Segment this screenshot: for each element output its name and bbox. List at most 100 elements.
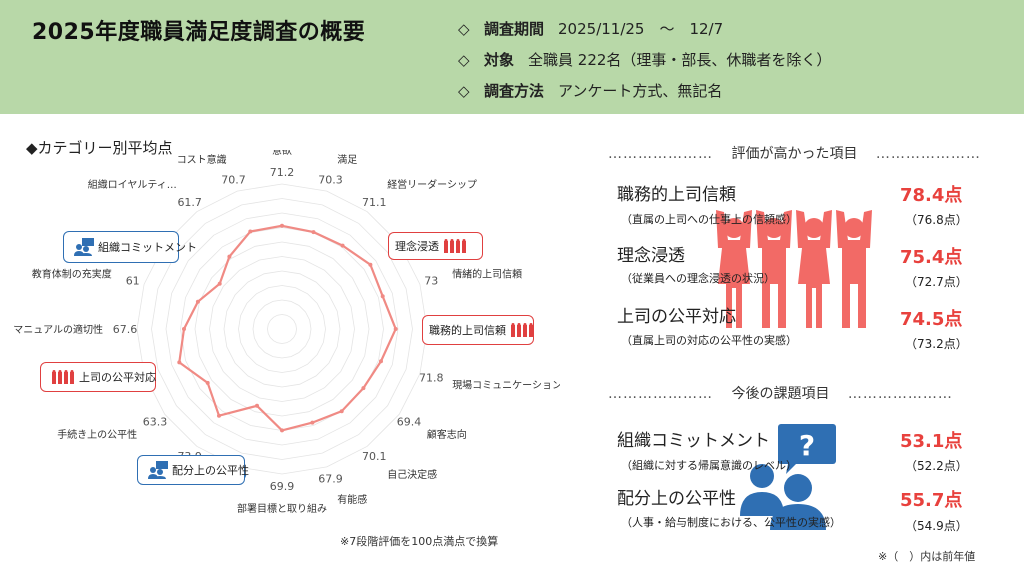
callout-label: 職務的上司信頼 [429, 324, 506, 337]
radar-point [280, 428, 284, 433]
high-panel-title: ………………… 評価が高かった項目 ………………… [608, 143, 981, 163]
celebrating-people-icon [716, 210, 872, 328]
low-item-name: 配分上の公平性 [617, 489, 736, 509]
radar-category-label: 教育体制の充実度 [32, 268, 112, 281]
radar-point [361, 386, 366, 391]
high-item-score: 78.4点 [900, 185, 963, 206]
diamond-icon: ◇ [458, 82, 470, 100]
radar-category-label: 経営リーダーシップ [387, 178, 477, 191]
question-people-icon [74, 238, 94, 256]
radar-category-label: 満足 [337, 154, 357, 166]
radar-point [340, 243, 345, 248]
low-item-prev: （54.9点） [905, 519, 968, 533]
radar-value-label: 61.7 [177, 196, 202, 209]
high-item-score: 74.5点 [900, 309, 963, 330]
low-item-score: 53.1点 [900, 431, 963, 452]
radar-point [310, 420, 315, 425]
low-item-score: 55.7点 [900, 490, 963, 511]
radar-point [217, 281, 222, 286]
info-value: 2025/11/25 ～ 12/7 [558, 20, 724, 38]
radar-point [227, 254, 232, 259]
dotted-leader: ………………… [847, 386, 953, 402]
question-people-icon [148, 461, 168, 479]
radar-category-label: 部署目標と取り組み [237, 502, 327, 515]
radar-value-label: 61 [126, 275, 140, 288]
radar-point [311, 230, 316, 235]
radar-category-label: 現場コミュニケーション [452, 378, 560, 391]
radar-point [248, 229, 253, 234]
radar-point [339, 409, 344, 414]
callout-riinen-shinto: 理念浸透 [388, 232, 483, 260]
radar-value-label: 71.2 [270, 166, 295, 179]
radar-point [255, 403, 259, 408]
svg-text:?: ? [799, 429, 815, 462]
diamond-icon: ◇ [458, 51, 470, 69]
radar-grid-ring [209, 256, 355, 402]
radar-point [177, 360, 182, 365]
people-icon [443, 239, 467, 253]
low-item-name: 組織コミットメント [617, 431, 770, 451]
radar-point [368, 262, 373, 267]
radar-category-label: 自己決定感 [387, 468, 437, 481]
callout-shokumu-joshi: 職務的上司信頼 [422, 315, 534, 345]
radar-value-label: 71.1 [362, 196, 387, 209]
radar-category-label: 意欲 [272, 150, 292, 157]
high-panel-title-text: 評価が高かった項目 [731, 146, 858, 162]
callout-label: 理念浸透 [395, 240, 439, 253]
radar-grid-ring [165, 212, 399, 446]
info-value: 全職員 222名（理事・部長、休職者を除く） [528, 51, 832, 69]
info-value: アンケート方式、無記名 [558, 82, 723, 100]
radar-point [205, 380, 210, 385]
info-label: 調査期間 [484, 20, 545, 38]
high-item-desc: （直属の上司への仕事上の信頼感） [621, 213, 797, 226]
radar-series-line [178, 224, 397, 432]
radar-value-label: 63.3 [143, 415, 168, 428]
info-row-target: ◇ 対象 全職員 222名（理事・部長、休職者を除く） [458, 49, 831, 70]
high-item-name: 上司の公平対応 [617, 307, 736, 327]
low-item-desc: （人事・給与制度における、公平性の実感） [621, 516, 841, 529]
dotted-leader: ………………… [875, 146, 981, 162]
diamond-icon: ◇ [458, 20, 470, 38]
radar-grid-ring [267, 314, 297, 344]
radar-grid-ring [223, 270, 341, 388]
high-item-name: 職務的上司信頼 [617, 185, 736, 205]
high-item-score: 75.4点 [900, 247, 963, 268]
question-people-icon: ? [740, 424, 836, 530]
high-item-prev: （76.8点） [905, 213, 968, 227]
radar-point [217, 413, 221, 418]
radar-category-label: 顧客志向 [427, 428, 467, 441]
high-item-prev: （73.2点） [905, 337, 968, 351]
radar-point [195, 299, 200, 304]
callout-haibun-kohei: 配分上の公平性 [137, 455, 249, 485]
people-icon [51, 370, 75, 384]
radar-value-label: 70.7 [221, 174, 246, 187]
radar-grid-ring [194, 241, 370, 417]
radar-point [393, 327, 398, 331]
radar-category-label: 組織ロイヤルティ… [88, 178, 177, 191]
radar-value-label: 70.1 [362, 450, 387, 463]
radar-value-label: 71.8 [419, 372, 444, 385]
radar-value-label: 69.4 [397, 415, 422, 428]
info-label: 調査方法 [484, 82, 545, 100]
radar-value-label: 73 [424, 275, 438, 288]
high-item-name: 理念浸透 [617, 246, 685, 266]
radar-category-label: コスト意識 [177, 153, 227, 166]
low-panel-title-text: 今後の課題項目 [731, 386, 830, 402]
page-title: 2025年度職員満足度調査の概要 [32, 20, 366, 45]
dotted-leader: ………………… [608, 146, 713, 162]
callout-label: 組織コミットメント [98, 241, 197, 254]
radar-category-label: 手続き上の公平性 [57, 428, 137, 441]
info-row-method: ◇ 調査方法 アンケート方式、無記名 [458, 80, 722, 101]
radar-section-title: ◆カテゴリー別平均点 [26, 139, 173, 157]
radar-value-label: 67.9 [318, 472, 343, 485]
callout-soshiki-commitment: 組織コミットメント [63, 231, 197, 263]
conversion-note: ※7段階評価を100点満点で換算 [340, 535, 499, 548]
low-panel-title: ………………… 今後の課題項目 ………………… [608, 383, 953, 403]
low-item-prev: （52.2点） [905, 459, 968, 473]
footnote: ※（ ）内は前年値 [878, 550, 976, 563]
people-icon [510, 323, 534, 337]
radar-point [380, 294, 385, 299]
callout-label: 上司の公平対応 [79, 371, 156, 384]
info-row-period: ◇ 調査期間 2025/11/25 ～ 12/7 [458, 18, 723, 39]
radar-category-label: マニュアルの適切性 [13, 323, 103, 336]
